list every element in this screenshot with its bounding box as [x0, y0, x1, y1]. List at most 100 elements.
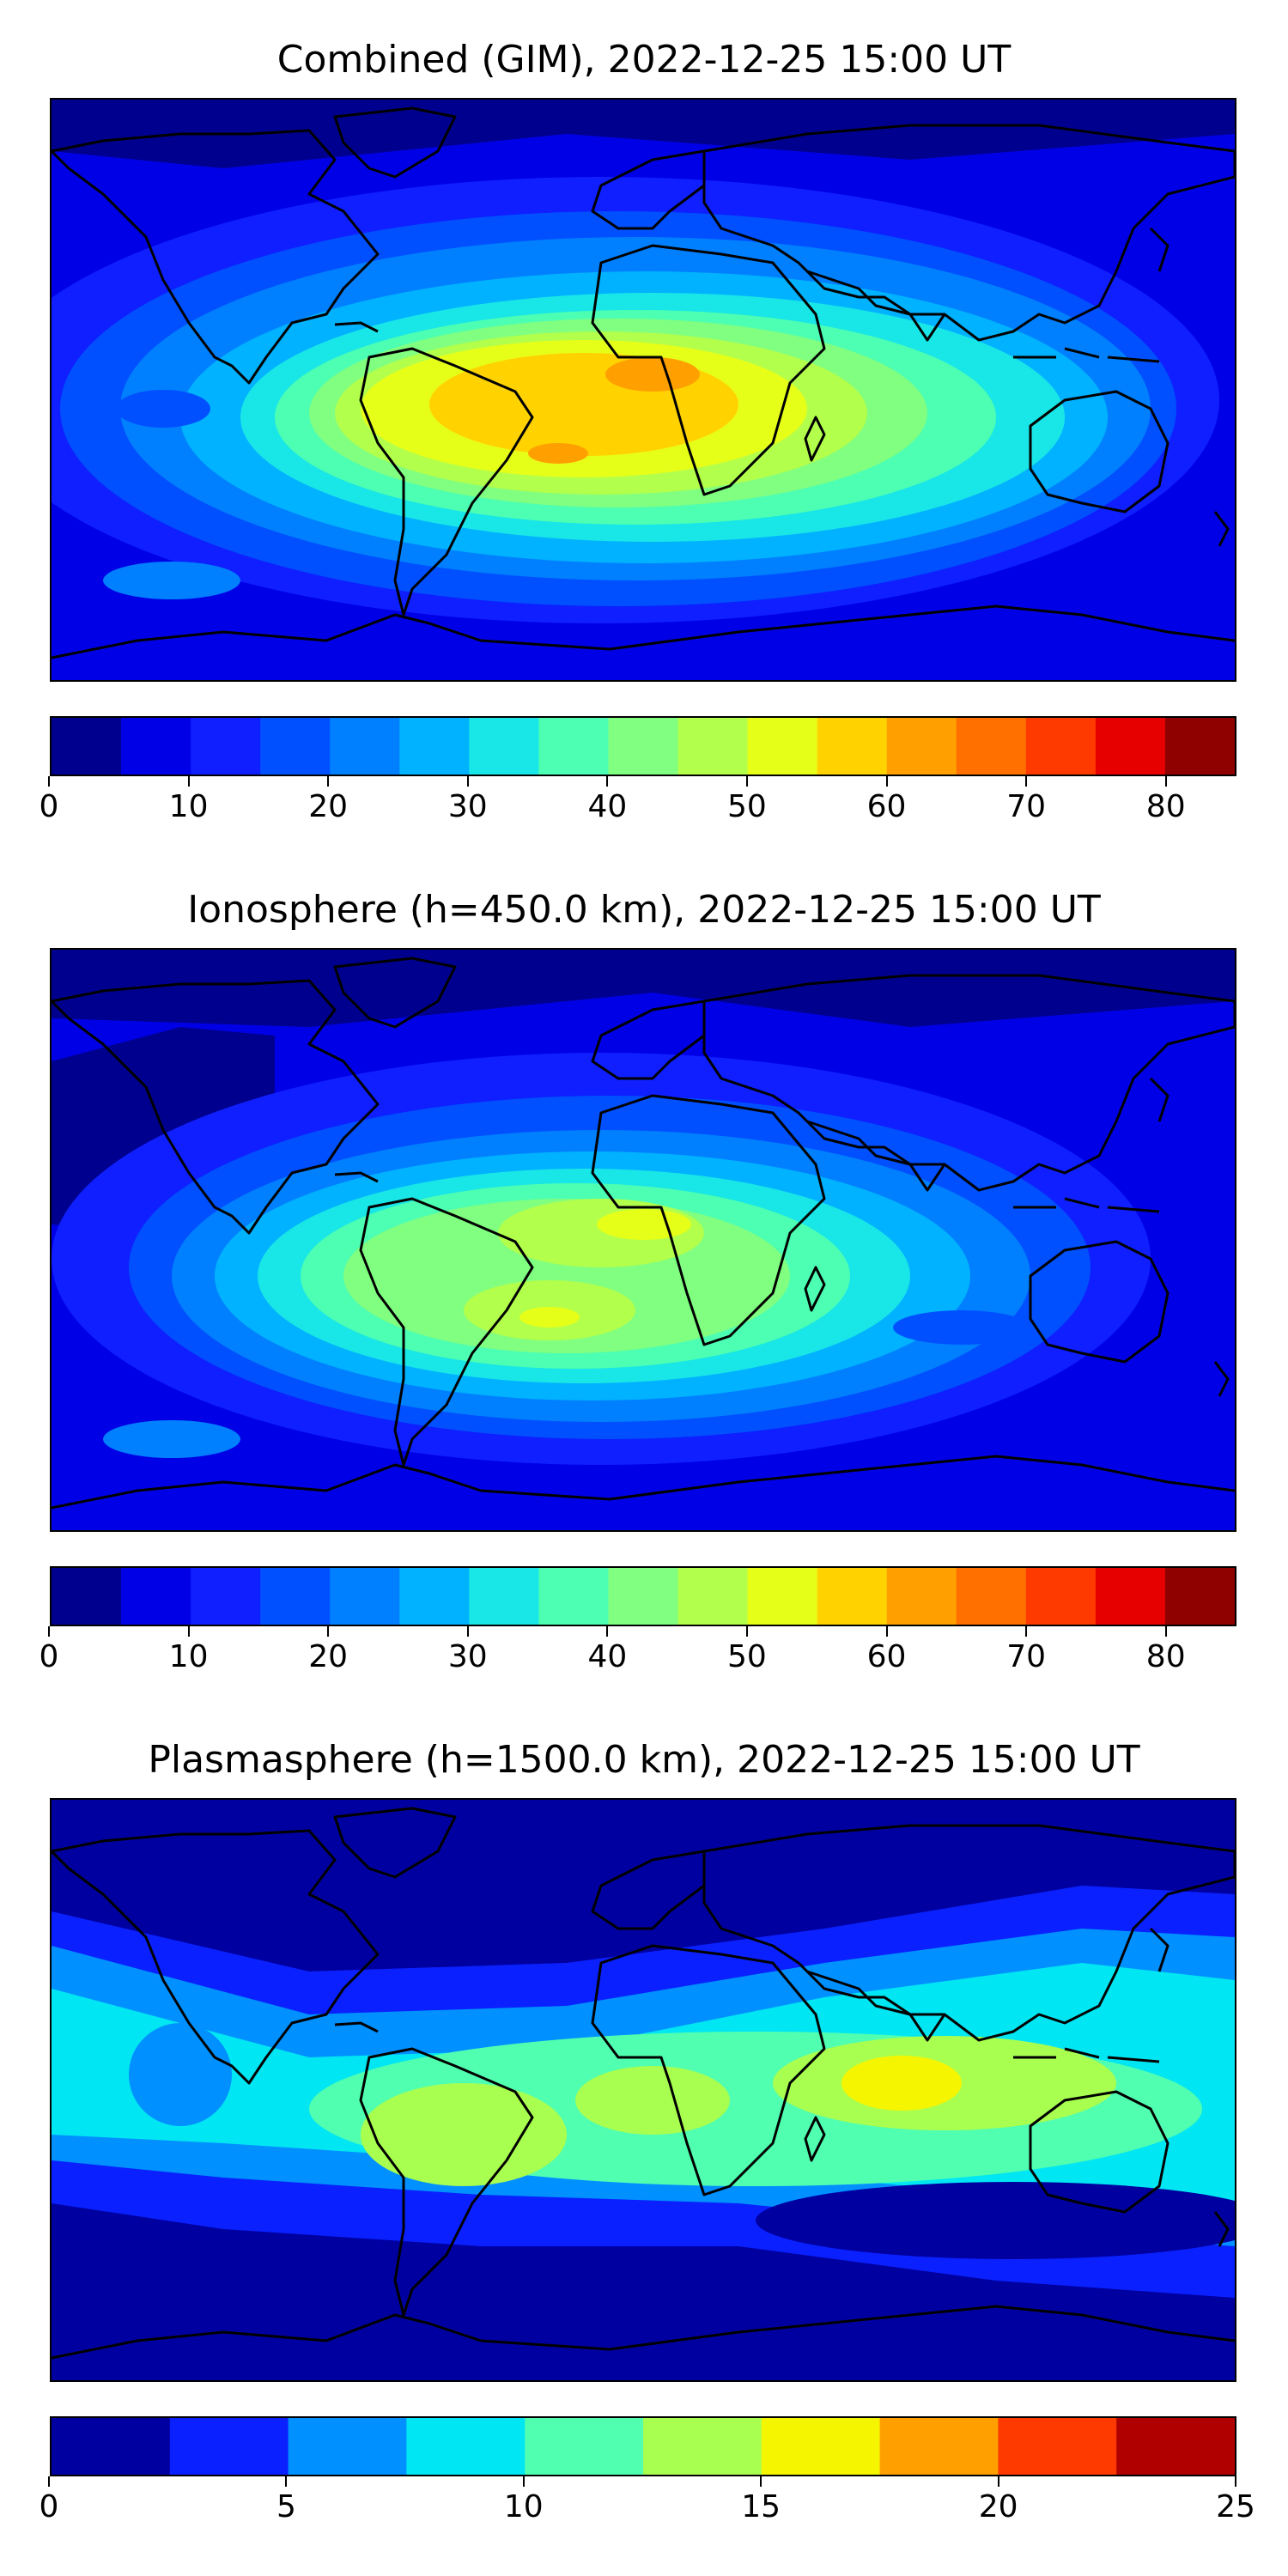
colorbar-combined-ticks: 0 10 20 30 40 50 60 70 80 — [39, 776, 1236, 828]
colorbar-swatch — [330, 1568, 400, 1625]
colorbar-tick-label: 70 — [1006, 789, 1047, 824]
combined-tec-contour-map — [52, 100, 1235, 680]
colorbar-swatch — [677, 1568, 749, 1625]
colorbar-swatch — [817, 1568, 888, 1625]
colorbar-swatch — [1095, 1568, 1166, 1625]
colorbar-swatch — [886, 1568, 957, 1625]
plasmasphere-tec-contour-map — [52, 1800, 1235, 2380]
colorbar-ionosphere — [50, 1566, 1236, 1626]
colorbar-swatch — [52, 2418, 171, 2475]
colorbar-tick-label: 50 — [727, 1639, 767, 1674]
colorbar-tick — [285, 2476, 288, 2487]
colorbar-swatch — [399, 718, 470, 775]
colorbar-tick-label: 15 — [741, 2489, 781, 2524]
panel-title-combined: Combined (GIM), 2022-12-25 15:00 UT — [276, 38, 1012, 82]
colorbar-swatch — [879, 2418, 999, 2475]
colorbar-swatch — [608, 1568, 679, 1625]
ionosphere-tec-contour-map — [52, 950, 1235, 1530]
colorbar-tick — [745, 776, 748, 787]
colorbar-tick-label: 20 — [978, 2489, 1018, 2524]
colorbar-tick-label: 20 — [308, 789, 349, 824]
colorbar-swatch — [52, 1568, 122, 1625]
colorbar-swatch — [525, 2418, 644, 2475]
colorbar-swatch — [1116, 2418, 1235, 2475]
colorbar-swatch — [747, 718, 818, 775]
colorbar-tick — [606, 776, 609, 787]
colorbar-tick — [997, 2476, 999, 2487]
colorbar-swatch — [538, 718, 609, 775]
colorbar-tick — [1164, 776, 1167, 787]
colorbar-swatch — [1164, 1568, 1235, 1625]
colorbar-tick — [327, 1626, 330, 1637]
colorbar-tick-label: 40 — [587, 789, 628, 824]
colorbar-tick — [745, 1626, 748, 1637]
colorbar-swatch — [608, 718, 679, 775]
colorbar-tick-label: 0 — [39, 1639, 59, 1674]
colorbar-tick-label: 60 — [866, 789, 907, 824]
colorbar-tick-label: 10 — [168, 1639, 209, 1674]
colorbar-swatch — [288, 2418, 407, 2475]
colorbar-combined — [50, 716, 1236, 776]
colorbar-swatch — [643, 2418, 762, 2475]
colorbar-swatch — [260, 718, 331, 775]
colorbar-swatch — [191, 1568, 261, 1625]
colorbar-tick — [48, 1626, 50, 1637]
colorbar-tick — [606, 1626, 609, 1637]
colorbar-swatch — [121, 1568, 191, 1625]
colorbar-tick-label: 40 — [587, 1639, 628, 1674]
colorbar-plasmasphere — [50, 2416, 1236, 2476]
map-combined-tec — [50, 98, 1236, 682]
colorbar-swatch — [677, 718, 749, 775]
colorbar-swatch — [761, 2418, 881, 2475]
colorbar-tick — [1025, 1626, 1028, 1637]
colorbar-tick-label: 80 — [1145, 1639, 1186, 1674]
colorbar-swatch — [956, 1568, 1027, 1625]
colorbar-swatch — [1025, 718, 1097, 775]
colorbar-swatch — [52, 718, 122, 775]
colorbar-swatch — [406, 2418, 526, 2475]
colorbar-swatch — [1025, 1568, 1097, 1625]
colorbar-tick-label: 10 — [503, 2489, 544, 2524]
colorbar-combined-swatches — [52, 718, 1235, 775]
colorbar-swatch — [121, 718, 191, 775]
panel-title-plasmasphere: Plasmasphere (h=1500.0 km), 2022-12-25 1… — [148, 1738, 1140, 1782]
colorbar-tick — [885, 776, 888, 787]
map-plasmasphere-tec — [50, 1798, 1236, 2382]
colorbar-tick-label: 70 — [1006, 1639, 1047, 1674]
colorbar-tick — [48, 2476, 50, 2487]
colorbar-tick-label: 30 — [447, 1639, 488, 1674]
colorbar-tick-label: 50 — [727, 789, 767, 824]
colorbar-tick — [466, 776, 469, 787]
colorbar-tick — [760, 2476, 762, 2487]
panel-title-ionosphere: Ionosphere (h=450.0 km), 2022-12-25 15:0… — [187, 888, 1101, 932]
colorbar-swatch — [169, 2418, 289, 2475]
colorbar-tick-label: 5 — [276, 2489, 296, 2524]
colorbar-swatch — [817, 718, 888, 775]
colorbar-plasmasphere-ticks: 0 5 10 15 20 25 — [39, 2476, 1255, 2528]
colorbar-swatch — [886, 718, 957, 775]
colorbar-swatch — [538, 1568, 609, 1625]
colorbar-tick — [885, 1626, 888, 1637]
colorbar-swatch — [1164, 718, 1235, 775]
colorbar-tick — [1164, 1626, 1167, 1637]
colorbar-tick-label: 25 — [1216, 2489, 1255, 2524]
colorbar-swatch — [747, 1568, 818, 1625]
colorbar-tick-label: 0 — [39, 789, 59, 824]
colorbar-tick — [522, 2476, 525, 2487]
colorbar-tick — [1025, 776, 1028, 787]
colorbar-tick-label: 0 — [39, 2489, 59, 2524]
colorbar-plasmasphere-swatches — [52, 2418, 1235, 2475]
colorbar-tick — [327, 776, 330, 787]
colorbar-tick — [187, 1626, 190, 1637]
colorbar-tick — [1235, 2476, 1236, 2487]
colorbar-swatch — [399, 1568, 470, 1625]
colorbar-tick-label: 10 — [168, 789, 209, 824]
colorbar-tick-label: 80 — [1145, 789, 1186, 824]
colorbar-ionosphere-swatches — [52, 1568, 1235, 1625]
colorbar-tick-label: 60 — [866, 1639, 907, 1674]
colorbar-swatch — [191, 718, 261, 775]
colorbar-swatch — [330, 718, 400, 775]
colorbar-tick — [466, 1626, 469, 1637]
colorbar-swatch — [998, 2418, 1117, 2475]
colorbar-tick-label: 20 — [308, 1639, 349, 1674]
